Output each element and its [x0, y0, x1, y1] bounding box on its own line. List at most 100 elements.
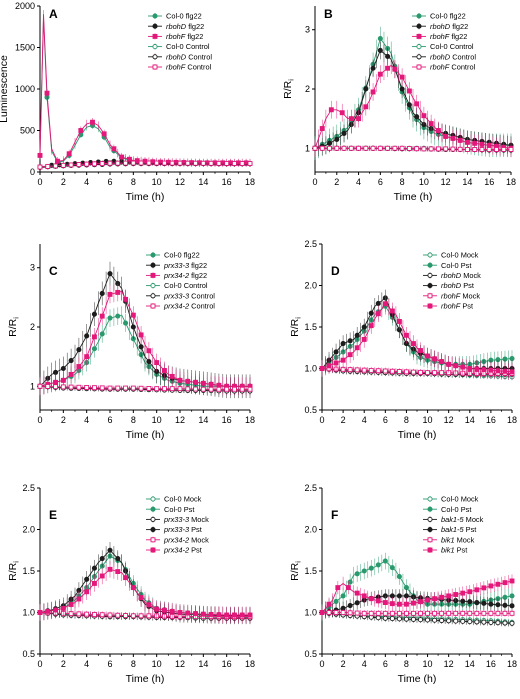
- panel-d-data-point: [389, 368, 395, 374]
- panel-b-data-point: [399, 145, 405, 151]
- panel-a-data-point: [169, 160, 175, 166]
- panel-e-data-point: [130, 585, 136, 591]
- panel-c-data-point: [107, 291, 113, 297]
- panel-f-data-point: [439, 617, 445, 624]
- panel-d-data-point: [354, 332, 360, 338]
- panel-f-data-point: [382, 600, 388, 605]
- panel-f-data-point: [432, 596, 438, 602]
- panel-a-legend-label: Col-0 flg22: [166, 12, 202, 21]
- panel-f-data-point: [345, 585, 351, 591]
- panel-c-data-point: [115, 313, 121, 319]
- panel-a-legend-marker: [152, 23, 158, 29]
- panel-f-data-point: [418, 599, 423, 605]
- panel-b-data-point: [348, 145, 354, 151]
- panel-f-data-point: [340, 610, 346, 615]
- panel-f-legend-marker: [427, 527, 433, 533]
- panel-c-legend-marker: [150, 303, 156, 309]
- panel-c-series-prx34-2-control: [37, 383, 253, 392]
- panel-c-legend-marker: [150, 262, 156, 268]
- panel-c-data-point: [193, 386, 199, 392]
- panel-a-data-point: [44, 90, 50, 96]
- panel-d-data-point: [453, 363, 459, 369]
- panel-b-data-point: [363, 86, 369, 92]
- panel-d-legend-marker: [427, 252, 433, 258]
- panel-f-data-point: [509, 603, 515, 609]
- panel-c-data-point: [200, 386, 206, 392]
- panel-d-data-point: [418, 348, 423, 353]
- panel-a-data-point: [53, 163, 59, 169]
- panel-d: 0 2 4 6 8 10 12 14 16 18 0.5 1.0 1.5 2.0 2.5 Time (h) R/…: [289, 239, 517, 441]
- panel-d-ylabel: R/Ri: [289, 317, 303, 337]
- panel-c-data-point: [239, 386, 245, 392]
- panel-b-xtick-label: 0: [312, 177, 317, 187]
- panel-d-series-rbohf-pst: [319, 295, 515, 381]
- panel-f-data-point: [403, 585, 409, 591]
- panel-b-data-point: [363, 104, 369, 110]
- panel-a-data-point: [216, 160, 222, 166]
- panel-e-letter: E: [49, 508, 57, 522]
- panel-b-data-point: [319, 145, 325, 151]
- panel-e-legend-label: Col-0 Pst: [164, 505, 194, 514]
- panel-f-ytick-label: 1.0: [304, 608, 317, 618]
- panel-c-xtick-label: 16: [222, 415, 232, 425]
- panel-a-series-rbohf-control: [37, 160, 253, 170]
- panel-f-data-point: [460, 610, 466, 616]
- panel-a-ytick-label: 1000: [15, 84, 35, 94]
- panel-b-legend-label: Col-0 Control: [430, 42, 474, 51]
- panel-b-data-point: [406, 88, 412, 94]
- panel-e-data-point: [91, 581, 97, 586]
- panel-c-data-point: [99, 290, 105, 296]
- panel-f-data-point: [347, 579, 353, 585]
- panel-e-data-point: [107, 547, 113, 553]
- panel-f-data-point: [425, 617, 431, 623]
- panel-f-data-point: [495, 610, 501, 616]
- panel-a-xtick-label: 10: [152, 177, 162, 187]
- panel-e-series-line: [39, 568, 250, 616]
- panel-b-data-point: [479, 147, 485, 152]
- panel-f-data-point: [432, 610, 438, 616]
- panel-d-legend-marker: [427, 283, 433, 289]
- panel-d-xtick-label: 14: [465, 415, 475, 425]
- panel-a-data-point: [99, 161, 105, 167]
- panel-a-data-point: [247, 161, 253, 166]
- panel-c-data-point: [76, 384, 82, 390]
- panel-a-data-point: [146, 160, 152, 166]
- panel-a-xtick-label: 6: [107, 177, 112, 187]
- panel-f-legend-label: bak1-5 Mock: [441, 515, 484, 524]
- panel-c-data-point: [68, 371, 74, 377]
- panel-f-data-point: [446, 618, 452, 624]
- panel-d-xtick-label: 4: [362, 415, 367, 425]
- panel-a-data-point: [84, 161, 90, 167]
- panel-a-series-line: [39, 14, 250, 164]
- panel-d-data-point: [481, 367, 487, 373]
- panel-f-xtick-label: 4: [362, 659, 367, 669]
- panel-f-data-point: [340, 593, 346, 599]
- panel-d-data-point: [495, 368, 501, 374]
- panel-f-data-point: [439, 594, 445, 600]
- panel-f-data-point: [502, 580, 508, 586]
- panel-f-data-point: [354, 590, 360, 596]
- panel-b-data-point: [392, 145, 398, 151]
- panel-e-data-point: [115, 612, 121, 618]
- panel-c-letter: C: [49, 264, 58, 278]
- panel-b-data-point: [421, 146, 427, 152]
- panel-e-data-point: [224, 612, 230, 618]
- panel-f-xtick-label: 16: [486, 659, 496, 669]
- panel-e-xtick-label: 18: [245, 659, 255, 669]
- panel-f-data-point: [467, 589, 473, 595]
- panel-b-data-point: [494, 147, 499, 152]
- panel-b-series-line: [315, 147, 511, 150]
- panel-f-legend-label: bik1 Mock: [441, 535, 475, 544]
- panel-b-xtick-label: 14: [462, 177, 472, 187]
- panel-a-data-point: [193, 160, 199, 166]
- panel-c-data-point: [138, 385, 144, 391]
- panel-f-ytick-label: 2.0: [304, 525, 317, 535]
- panel-b-data-point: [377, 71, 383, 77]
- panel-f-data-point: [375, 598, 381, 604]
- panel-c-data-point: [68, 358, 74, 364]
- panel-e-data-point: [68, 602, 74, 607]
- panel-c-data-point: [60, 377, 66, 383]
- panel-c-series-prx34-2-flg22: [37, 282, 253, 396]
- panel-d-series-line: [321, 303, 513, 373]
